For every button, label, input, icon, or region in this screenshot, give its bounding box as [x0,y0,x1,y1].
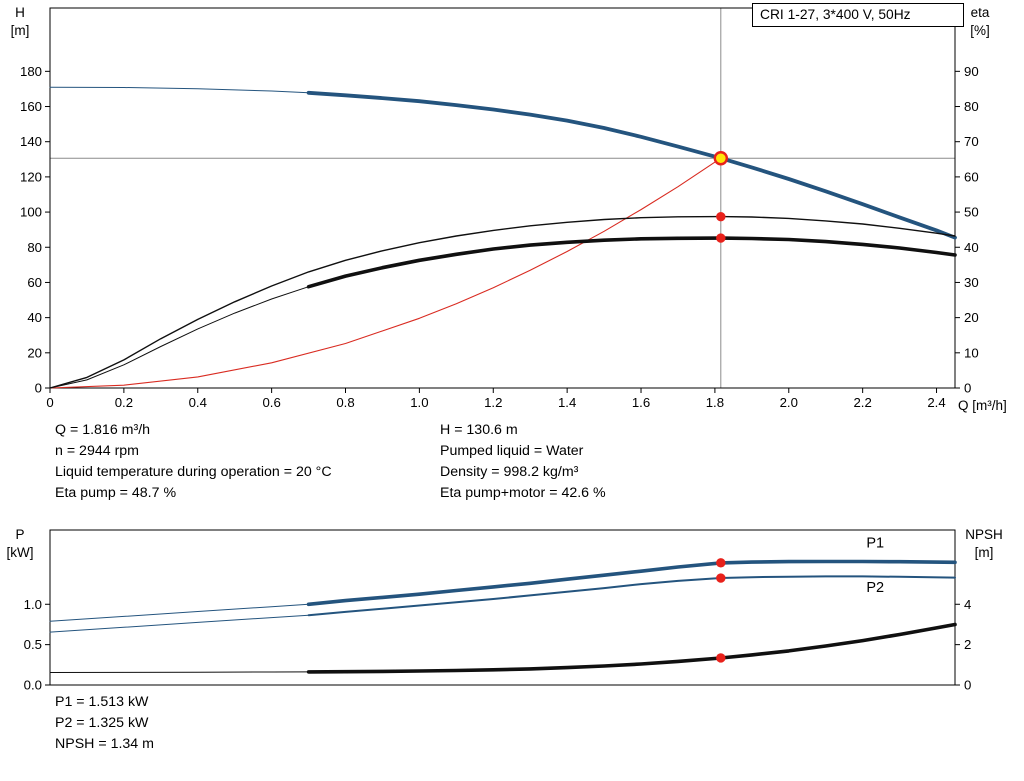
info-flow: Q = 1.816 m³/h [55,422,151,438]
info-p2: P2 = 1.325 kW [55,715,149,731]
y-axis-npsh-unit: [m] [974,545,994,560]
x-tick-label: 2.2 [853,395,871,410]
series-p1-curve [49,603,310,622]
x-tick-label: 1.2 [484,395,502,410]
y-axis-eta-unit: [%] [970,23,990,38]
info-eta-pump-motor: Eta pump+motor = 42.6 % [440,485,606,501]
y-left-tick-label: 40 [27,310,42,325]
y-left-tick-label: 0.0 [24,678,42,693]
y-axis-head-symbol: H [15,5,25,20]
x-tick-label: 1.8 [706,395,724,410]
operating-marker-dot [716,211,726,222]
y-left-tick-label: 0.5 [24,637,42,652]
series-label-P2: P2 [866,580,884,596]
y-right-tick-label: 60 [964,169,979,184]
y-axis-eta-symbol: eta [970,5,990,20]
series-eta-pump-motor [306,236,957,289]
operating-data-right: H = 130.6 m Pumped liquid = Water Densit… [440,420,606,504]
series-eta-pump [49,215,956,389]
info-eta-pump: Eta pump = 48.7 % [55,485,177,501]
info-density: Density = 998.2 kg/m³ [440,464,579,480]
x-tick-label: 1.4 [558,395,576,410]
x-tick-label: 2.4 [927,395,945,410]
x-axis-title: Q [m³/h] [958,398,1007,413]
plot-border [49,529,956,686]
info-head: H = 130.6 m [440,422,518,438]
y-right-tick-label: 40 [964,240,979,255]
y-right-tick-label: 30 [964,275,979,290]
y-left-tick-label: 20 [27,345,42,360]
y-right-tick-label: 20 [964,310,979,325]
series-affinity-parabola [49,157,722,389]
series-npsh-curve [306,622,957,674]
y-left-tick-label: 80 [27,240,42,255]
operating-data-left: Q = 1.816 m³/h n = 2944 rpm Liquid tempe… [55,420,332,504]
y-right-tick-label: 4 [964,597,971,612]
y-left-tick-label: 160 [20,99,42,114]
series-p1-curve [306,559,957,607]
series-npsh-curve [49,671,310,673]
info-npsh: NPSH = 1.34 m [55,736,154,752]
operating-marker-dot [716,573,726,583]
plot-border [49,7,956,389]
operating-marker-dot [716,558,726,568]
series-eta-pump-motor [49,286,310,389]
y-left-tick-label: 100 [20,205,42,220]
x-tick-label: 0.4 [189,395,207,410]
y-left-tick-label: 140 [20,134,42,149]
y-right-tick-label: 2 [964,637,971,652]
y-axis-head-unit: [m] [10,23,30,38]
y-axis-power-unit: [kW] [6,545,34,560]
y-axis-title-eta: eta [%] [956,4,1004,40]
y-right-tick-label: 50 [964,205,979,220]
info-liquid-temperature: Liquid temperature during operation = 20… [55,464,332,480]
y-right-tick-label: 0 [964,678,971,693]
duty-point-marker[interactable] [713,151,729,166]
y-right-tick-label: 70 [964,134,979,149]
y-axis-title-head: H [m] [0,4,40,40]
x-tick-label: 0.8 [336,395,354,410]
series-p2-curve [49,614,310,633]
series-head-curve [49,86,310,94]
y-left-tick-label: 60 [27,275,42,290]
curve-title-box: CRI 1-27, 3*400 V, 50Hz [752,3,964,27]
x-tick-label: 0.2 [115,395,133,410]
y-right-tick-label: 90 [964,64,979,79]
y-right-tick-label: 0 [964,381,971,396]
operating-marker-dot [716,233,726,243]
x-tick-label: 0 [46,395,53,410]
y-axis-npsh-symbol: NPSH [965,527,1003,542]
y-axis-title-npsh: NPSH [m] [953,526,1015,562]
y-left-tick-label: 180 [20,64,42,79]
y-right-tick-label: 80 [964,99,979,114]
x-tick-label: 1.0 [410,395,428,410]
x-tick-label: 0.6 [262,395,280,410]
series-label-P1: P1 [866,535,884,551]
power-npsh-data: P1 = 1.513 kW P2 = 1.325 kW NPSH = 1.34 … [55,692,154,755]
y-right-tick-label: 10 [964,345,979,360]
y-left-tick-label: 1.0 [24,597,42,612]
info-speed: n = 2944 rpm [55,443,139,459]
info-p1: P1 = 1.513 kW [55,694,149,710]
series-head-curve [306,90,957,240]
y-left-tick-label: 0 [35,381,42,396]
x-tick-label: 1.6 [632,395,650,410]
operating-marker-dot [716,653,726,663]
x-tick-label: 2.0 [780,395,798,410]
y-axis-power-symbol: P [15,527,25,542]
y-axis-title-power: P [kW] [0,526,40,562]
info-pumped-liquid: Pumped liquid = Water [440,443,584,459]
series-p2-curve [307,575,956,617]
y-left-tick-label: 120 [20,169,42,184]
